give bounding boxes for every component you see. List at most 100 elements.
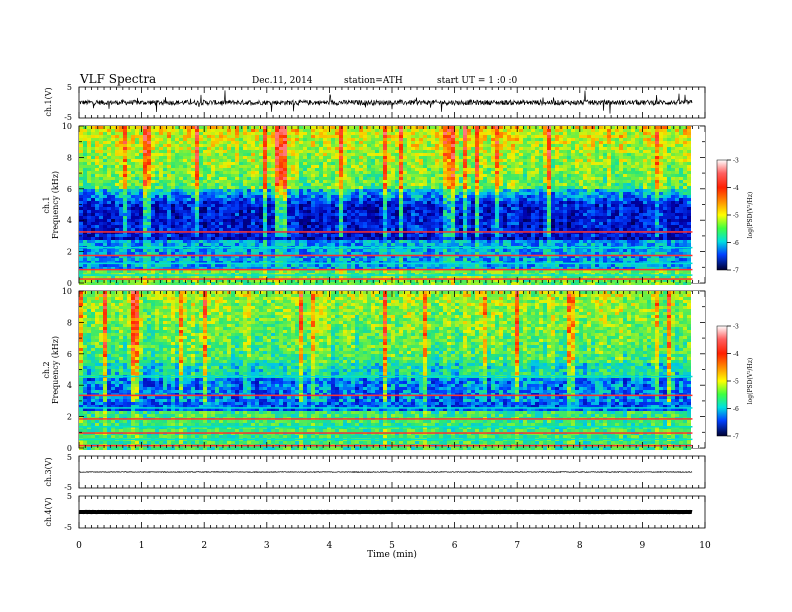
spectrogram-cell <box>343 147 347 150</box>
spectrogram-cell <box>555 150 559 153</box>
spectrogram-cell <box>587 126 591 129</box>
spectrogram-cell <box>415 129 419 132</box>
spectrogram-cell <box>263 189 267 192</box>
spectrogram-cell <box>635 126 639 129</box>
spectrogram-cell <box>359 219 363 222</box>
spectrogram-cell <box>323 186 327 189</box>
spectrogram-cell <box>619 177 623 180</box>
spectrogram-cell <box>523 171 527 174</box>
spectrogram-cell <box>207 159 211 162</box>
spectrogram-cell <box>479 126 483 129</box>
spectrogram-cell <box>211 192 215 195</box>
spectrogram-cell <box>271 183 275 186</box>
spectrogram-cell <box>315 129 319 132</box>
spectrogram-cell <box>115 189 119 192</box>
spectrogram-cell <box>635 186 639 189</box>
spectrogram-cell <box>407 186 411 189</box>
spectrogram-cell <box>647 192 651 195</box>
spectrogram-cell <box>135 129 139 132</box>
spectrogram-cell <box>123 219 127 222</box>
spectrogram-cell <box>151 210 155 213</box>
spectrogram-cell <box>203 219 207 222</box>
spectrogram-cell <box>403 195 407 198</box>
spectrogram-cell <box>151 150 155 153</box>
spectrogram-cell <box>659 144 663 147</box>
spectrogram-cell <box>267 207 271 210</box>
spectrogram-cell <box>547 168 551 171</box>
spectrogram-cell <box>419 129 423 132</box>
spectrogram-cell <box>199 129 203 132</box>
spectrogram-cell <box>567 183 571 186</box>
spectrogram-cell <box>307 177 311 180</box>
spectrogram-cell <box>459 162 463 165</box>
spectrogram-cell <box>339 189 343 192</box>
spectrogram-cell <box>535 144 539 147</box>
spectrogram-cell <box>551 204 555 207</box>
spectrogram-cell <box>267 135 271 138</box>
spectrogram-cell <box>295 207 299 210</box>
spectrogram-cell <box>467 165 471 168</box>
spectrogram-cell <box>631 144 635 147</box>
spectrogram-cell <box>479 159 483 162</box>
spectrogram-cell <box>247 177 251 180</box>
spectrogram-cell <box>207 195 211 198</box>
spectrogram-cell <box>271 180 275 183</box>
spectrogram-cell <box>371 159 375 162</box>
spectrogram-cell <box>231 174 235 177</box>
spectrogram-cell <box>679 216 683 219</box>
spectrogram-cell <box>175 144 179 147</box>
spectrogram-cell <box>463 138 467 141</box>
spectrogram-cell <box>131 156 135 159</box>
spectrogram-cell <box>531 147 535 150</box>
spectrogram-cell <box>415 204 419 207</box>
spectrogram-cell <box>179 219 183 222</box>
spectrogram-cell <box>363 147 367 150</box>
spectrogram-cell <box>575 171 579 174</box>
spectrogram-cell <box>411 222 415 225</box>
spectrogram-cell <box>279 141 283 144</box>
spectrogram-cell <box>99 150 103 153</box>
spectrogram-cell <box>355 138 359 141</box>
spectrogram-cell <box>555 186 559 189</box>
spectrogram-cell <box>247 156 251 159</box>
spectrogram-cell <box>495 171 499 174</box>
spectrogram-cell <box>331 150 335 153</box>
spectrogram-cell <box>495 165 499 168</box>
spectrogram-cell <box>315 150 319 153</box>
spectrogram-cell <box>675 144 679 147</box>
spectrogram-cell <box>451 195 455 198</box>
spectrogram-cell <box>475 189 479 192</box>
spectrogram-cell <box>255 210 259 213</box>
spectrogram-cell <box>275 195 279 198</box>
spectrogram-cell <box>443 144 447 147</box>
spectrogram-cell <box>523 156 527 159</box>
spectrogram-cell <box>335 141 339 144</box>
spectrogram-cell <box>287 210 291 213</box>
spectrogram-cell <box>91 174 95 177</box>
spectrogram-cell <box>559 135 563 138</box>
spectrogram-cell <box>343 144 347 147</box>
spectrogram-cell <box>167 129 171 132</box>
spectrogram-cell <box>307 213 311 216</box>
spectrogram-cell <box>455 177 459 180</box>
spectrogram-cell <box>287 132 291 135</box>
spectrogram-cell <box>227 189 231 192</box>
spectrogram-cell <box>139 207 143 210</box>
spectrogram-cell <box>87 135 91 138</box>
spectrogram-cell <box>675 210 679 213</box>
spectrogram-cell <box>83 222 87 225</box>
spectrogram-cell <box>379 135 383 138</box>
spectrogram-cell <box>575 129 579 132</box>
spectrogram-cell <box>219 129 223 132</box>
spectrogram-cell <box>379 144 383 147</box>
spectrogram-cell <box>275 180 279 183</box>
spectrogram-cell <box>311 189 315 192</box>
spectrogram-cell <box>571 219 575 222</box>
spectrogram-cell <box>511 147 515 150</box>
spectrogram-cell <box>523 186 527 189</box>
spectrogram-cell <box>343 219 347 222</box>
spectrogram-cell <box>123 144 127 147</box>
spectrogram-cell <box>227 138 231 141</box>
spectrogram-cell <box>583 135 587 138</box>
spectrogram-cell <box>235 213 239 216</box>
